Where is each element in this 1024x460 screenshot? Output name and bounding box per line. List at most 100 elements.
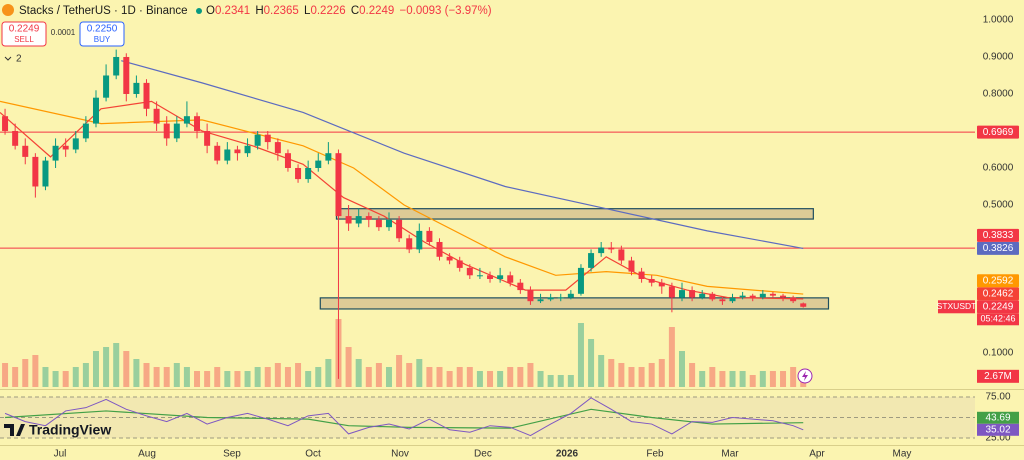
volume-bar xyxy=(244,371,251,387)
rsi-label: 43.69 xyxy=(985,412,1010,423)
volume-bar xyxy=(214,367,221,387)
price-label: 0.3833 xyxy=(983,230,1014,241)
moving-average xyxy=(0,100,804,295)
price-label: 0.6969 xyxy=(983,127,1014,138)
sell-price: 0.2249 xyxy=(9,24,40,35)
candle-body xyxy=(52,145,59,161)
candle-body xyxy=(790,297,797,302)
volume-bar xyxy=(375,363,382,387)
rsi-tick-label: 75.00 xyxy=(985,392,1010,403)
volume-bar xyxy=(183,367,190,387)
price-label-box xyxy=(977,287,1019,301)
volume-bar xyxy=(507,367,514,387)
volume-bar xyxy=(456,367,463,387)
sell-button[interactable]: 0.2249 SELL xyxy=(1,21,47,47)
volume-bar xyxy=(22,359,29,387)
candle-body xyxy=(153,108,160,124)
candle-body xyxy=(204,130,211,146)
market-status xyxy=(196,8,202,14)
logo-mark xyxy=(4,424,25,436)
indicators-toggle[interactable] xyxy=(4,56,12,61)
ohlc-value: 0.2226 xyxy=(310,5,345,17)
candle-body xyxy=(426,230,433,242)
candle-body xyxy=(416,230,423,250)
volume-bar xyxy=(729,371,736,387)
candle-body xyxy=(92,97,99,124)
volume-bar xyxy=(62,371,69,387)
volume-bar xyxy=(295,363,302,387)
volume-bar xyxy=(204,371,211,387)
logo: TradingView xyxy=(4,422,111,438)
volume-bar xyxy=(759,371,766,387)
candle-body xyxy=(345,216,352,224)
volume-bar xyxy=(12,367,19,387)
buy-button[interactable]: 0.2250 BUY xyxy=(79,21,125,47)
sell-label: SELL xyxy=(14,35,34,44)
candle-body xyxy=(547,297,554,300)
rsi-tick-label: 25.00 xyxy=(985,433,1010,444)
ohlc-value: 0.2249 xyxy=(359,5,394,17)
candle-body xyxy=(183,116,190,124)
rsi-label: 35.02 xyxy=(985,424,1010,435)
rsi xyxy=(0,396,975,439)
price-label: 0.2249 xyxy=(983,301,1014,312)
volume-bar xyxy=(588,339,595,387)
volume-bar xyxy=(82,363,89,387)
volume-bar xyxy=(133,359,140,387)
candle-body xyxy=(800,303,807,307)
candle-body xyxy=(648,278,655,283)
candle-body xyxy=(163,123,170,139)
moving-average xyxy=(121,60,804,250)
candle-body xyxy=(658,282,665,287)
buy-price: 0.2250 xyxy=(87,24,118,35)
symbol-label-box xyxy=(938,300,975,314)
y-tick-label: 0.8000 xyxy=(983,89,1014,100)
candle-body xyxy=(628,260,635,272)
candle-body xyxy=(375,219,382,228)
volume-bar xyxy=(436,367,443,387)
candle-body xyxy=(476,275,483,277)
volume-bar xyxy=(709,367,716,387)
volume-bar xyxy=(567,375,574,387)
volume-bar xyxy=(143,363,150,387)
volume-bar xyxy=(608,359,615,387)
ohlc-legend: O0.2341 H0.2365 L0.2226 C0.2249 −0.0093 … xyxy=(206,5,492,17)
symbol-title[interactable]: Stacks / TetherUS · 1D · Binance xyxy=(19,5,188,17)
volume-label: 2.67M xyxy=(984,371,1012,382)
volume-bar xyxy=(446,371,453,387)
volume-bar xyxy=(103,347,110,387)
spread: 0.0001 xyxy=(51,28,76,37)
ohlc-key: C xyxy=(351,5,359,17)
x-tick-label: Mar xyxy=(721,449,739,460)
x-tick-label: Oct xyxy=(305,449,321,460)
candle-body xyxy=(396,219,403,239)
volume-bar xyxy=(769,371,776,387)
price-label-box xyxy=(977,241,1019,255)
candle-body xyxy=(234,149,241,154)
price-label: 0.2592 xyxy=(983,275,1014,286)
volume-bar xyxy=(123,351,130,387)
volume-bar xyxy=(739,371,746,387)
volume-bar xyxy=(416,359,423,387)
volume-bar xyxy=(678,351,685,387)
candle-body xyxy=(284,153,291,168)
x-tick-label: Nov xyxy=(391,449,409,460)
candle-body xyxy=(12,130,19,146)
candle-body xyxy=(719,299,726,302)
sell-box xyxy=(1,21,47,47)
volume-bar xyxy=(325,359,332,387)
candle-body xyxy=(497,275,504,279)
symbol-label: STXUSDT xyxy=(937,301,977,311)
volume-bar xyxy=(527,363,534,387)
candle-body xyxy=(739,295,746,298)
volume-bar xyxy=(385,367,392,387)
candle-body xyxy=(689,290,696,298)
price-label-box xyxy=(977,300,1019,314)
candle-body xyxy=(42,160,49,187)
buy-label: BUY xyxy=(94,35,111,44)
price-label-box xyxy=(977,228,1019,242)
candle-body xyxy=(780,295,787,298)
volume-bar xyxy=(72,367,79,387)
